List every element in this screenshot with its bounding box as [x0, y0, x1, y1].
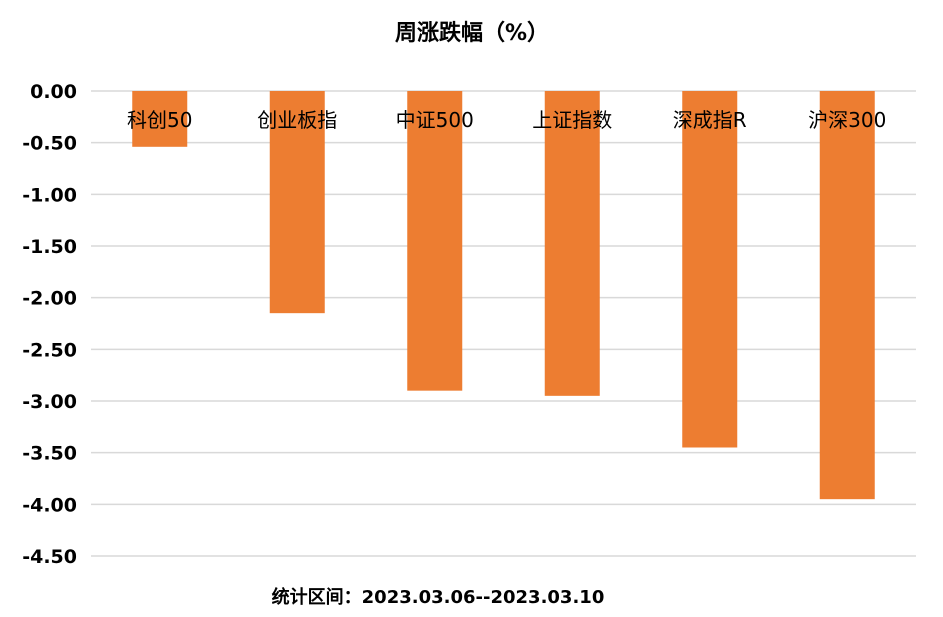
- y-tick-label: 0.00: [30, 81, 77, 103]
- x-tick-label: 中证500: [396, 108, 474, 132]
- chart-title: 周涨跌幅（%）: [395, 21, 549, 46]
- y-tick-label: -3.50: [22, 443, 77, 465]
- y-axis-ticks: 0.00 -0.50 -1.00 -1.50 -2.00 -2.50 -3.00 -3.50 -…: [22, 81, 77, 568]
- y-tick-label: -4.50: [22, 546, 77, 568]
- bar: [819, 91, 875, 500]
- bar: [132, 91, 188, 147]
- bar: [407, 91, 463, 391]
- x-tick-label: 科创50: [127, 108, 192, 132]
- y-tick-label: -1.00: [22, 184, 77, 206]
- bar: [269, 91, 325, 314]
- bar: [682, 91, 738, 448]
- x-tick-label: 深成指R: [673, 108, 747, 132]
- footer-period: 统计区间：2023.03.06--2023.03.10: [272, 586, 605, 608]
- x-tick-label: 上证指数: [532, 108, 612, 132]
- x-axis-ticks: 科创50 创业板指 中证500 上证指数 深成指R 沪深300: [127, 108, 886, 132]
- gridlines: [91, 90, 916, 557]
- bar: [544, 91, 600, 396]
- y-tick-label: -2.00: [22, 288, 77, 310]
- y-tick-label: -2.50: [22, 339, 77, 361]
- bars: [132, 91, 875, 500]
- x-tick-label: 创业板指: [257, 108, 337, 132]
- y-tick-label: -1.50: [22, 236, 77, 258]
- y-tick-label: -3.00: [22, 391, 77, 413]
- x-tick-label: 沪深300: [808, 108, 886, 132]
- y-tick-label: -4.00: [22, 494, 77, 516]
- y-tick-label: -0.50: [22, 133, 77, 155]
